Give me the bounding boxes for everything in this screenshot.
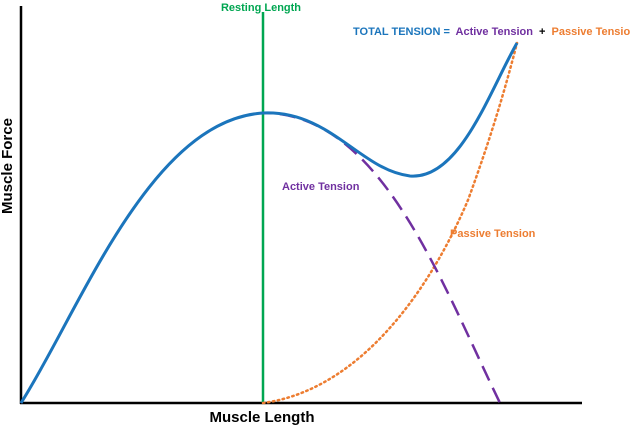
passive-tension-label: Passive Tension <box>450 228 536 240</box>
active-tension-curve <box>19 111 502 404</box>
y-axis-title: Muscle Force <box>0 118 16 214</box>
x-axis-title: Muscle Length <box>209 409 314 426</box>
total-tension-curve <box>19 42 519 404</box>
legend-total: TOTAL TENSION = <box>353 26 450 38</box>
legend-passive: Passive Tension <box>552 26 630 38</box>
total-tension-legend: TOTAL TENSION = Active Tension + Passive… <box>353 26 630 38</box>
resting-length-label: Resting Length <box>221 2 301 14</box>
legend-active: Active Tension <box>456 26 534 38</box>
legend-plus: + <box>539 26 545 38</box>
active-tension-label: Active Tension <box>282 181 360 193</box>
passive-tension-curve <box>261 41 519 405</box>
